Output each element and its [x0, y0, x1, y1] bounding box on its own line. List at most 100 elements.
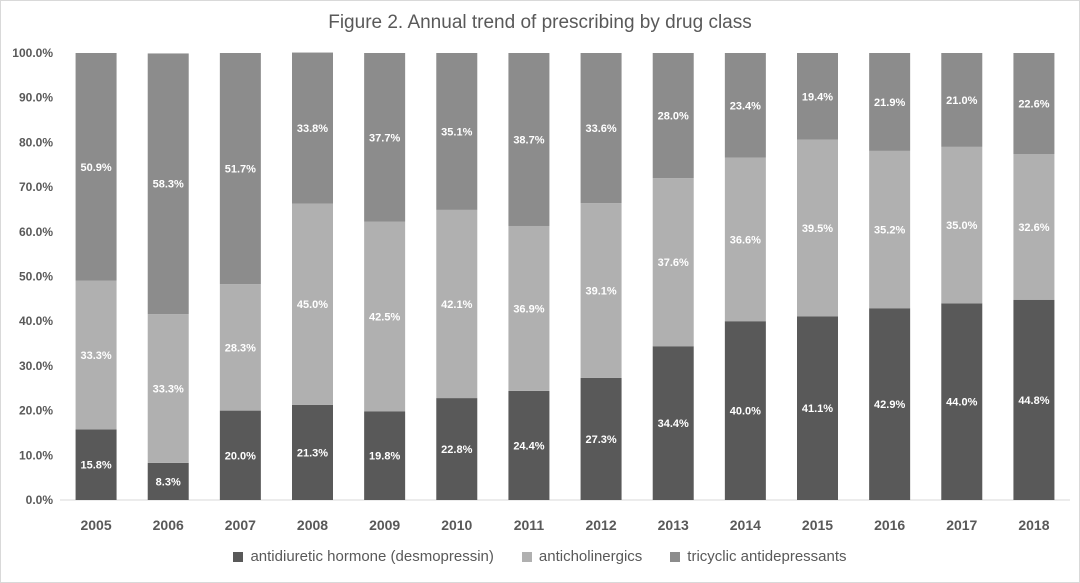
data-label: 42.1% [441, 299, 472, 311]
legend-item: antidiuretic hormone (desmopressin) [233, 548, 494, 565]
bar-segment-1 [508, 225, 550, 391]
bar-segment-1 [580, 203, 622, 378]
bar-segment-1 [75, 280, 117, 430]
data-label: 8.3% [156, 476, 181, 488]
data-label: 33.6% [585, 123, 616, 135]
x-tick-label: 2012 [585, 517, 616, 533]
data-label: 36.9% [513, 303, 544, 315]
data-label: 42.9% [874, 399, 905, 411]
bar-segment-0 [436, 398, 478, 500]
bar-segment-2 [219, 53, 261, 285]
x-tick-label: 2010 [441, 517, 472, 533]
data-label: 32.6% [1018, 222, 1049, 234]
bar-segment-0 [75, 429, 117, 500]
bar-segment-1 [724, 157, 766, 322]
y-tick-label: 40.0% [19, 314, 53, 328]
bar-segment-0 [364, 411, 406, 500]
y-tick-label: 20.0% [19, 404, 53, 418]
data-label: 44.0% [946, 397, 977, 409]
x-tick-label: 2005 [80, 517, 111, 533]
data-label: 21.9% [874, 97, 905, 109]
data-label: 34.4% [658, 418, 689, 430]
x-tick-label: 2007 [225, 517, 256, 533]
y-tick-label: 50.0% [19, 270, 53, 284]
legend-item: tricyclic antidepressants [670, 548, 847, 565]
bar-segment-1 [652, 178, 694, 347]
legend-label: antidiuretic hormone (desmopressin) [250, 548, 494, 565]
x-tick-label: 2014 [730, 517, 761, 533]
bar-segment-1 [292, 203, 333, 405]
y-tick-label: 10.0% [19, 448, 53, 462]
data-label: 28.3% [225, 342, 256, 354]
bar-segment-2 [436, 53, 478, 210]
x-tick-label: 2015 [802, 517, 833, 533]
bar-segment-0 [580, 377, 622, 500]
legend-swatch [670, 551, 681, 562]
y-tick-label: 30.0% [19, 359, 53, 373]
y-tick-label: 90.0% [19, 91, 53, 105]
x-tick-label: 2013 [658, 517, 689, 533]
data-label: 35.2% [874, 225, 905, 237]
data-label: 37.7% [369, 132, 400, 144]
data-label: 45.0% [297, 299, 328, 311]
legend-swatch [233, 551, 244, 562]
data-label: 23.4% [730, 100, 761, 112]
bar-segment-0 [508, 390, 550, 500]
y-tick-label: 80.0% [19, 135, 53, 149]
data-label: 51.7% [225, 164, 256, 176]
chart-legend: antidiuretic hormone (desmopressin) antic… [0, 548, 1080, 565]
y-tick-label: 100.0% [12, 46, 53, 60]
bar-segment-2 [652, 53, 694, 179]
data-label: 15.8% [80, 460, 111, 472]
data-label: 38.7% [513, 134, 544, 146]
y-tick-label: 70.0% [19, 180, 53, 194]
x-tick-label: 2017 [946, 517, 977, 533]
bar-segment-0 [941, 303, 983, 500]
bar-segment-0 [147, 462, 189, 500]
bar-segment-2 [941, 53, 983, 147]
data-label: 35.1% [441, 126, 472, 138]
legend-swatch [521, 551, 532, 562]
data-label: 42.5% [369, 312, 400, 324]
data-label: 20.0% [225, 450, 256, 462]
x-tick-label: 2006 [153, 517, 184, 533]
data-label: 22.6% [1018, 99, 1049, 111]
bar-segment-1 [869, 150, 911, 309]
data-label: 28.0% [658, 111, 689, 123]
legend-label: tricyclic antidepressants [687, 548, 847, 565]
bar-segment-1 [219, 284, 261, 411]
bar-segment-0 [797, 316, 838, 500]
x-tick-label: 2011 [514, 517, 545, 533]
data-label: 39.5% [802, 223, 833, 235]
bar-segment-0 [724, 321, 766, 500]
bar-segment-1 [797, 139, 838, 317]
x-tick-label: 2008 [297, 517, 328, 533]
data-label: 19.8% [369, 451, 400, 463]
bar-segment-2 [797, 53, 838, 140]
legend-item: anticholinergics [521, 548, 643, 565]
bar-segment-1 [436, 209, 478, 399]
x-tick-label: 2018 [1018, 517, 1049, 533]
bar-segment-1 [941, 146, 983, 304]
data-label: 33.8% [297, 123, 328, 135]
bar-segment-1 [1013, 154, 1055, 300]
bar-segment-2 [1013, 53, 1055, 155]
bar-segment-0 [652, 346, 694, 500]
data-label: 39.1% [585, 286, 616, 298]
bar-segment-0 [292, 404, 333, 500]
x-tick-label: 2016 [874, 517, 905, 533]
bar-segment-2 [75, 53, 117, 281]
bar-segment-2 [147, 53, 189, 315]
data-label: 36.6% [730, 234, 761, 246]
data-label: 37.6% [658, 257, 689, 269]
data-label: 44.8% [1018, 395, 1049, 407]
data-label: 58.3% [153, 179, 184, 191]
data-label: 22.8% [441, 444, 472, 456]
legend-label: anticholinergics [538, 548, 643, 565]
data-label: 33.3% [153, 383, 184, 395]
bar-segment-0 [1013, 299, 1055, 500]
bar-segment-0 [219, 410, 261, 500]
data-label: 19.4% [802, 91, 833, 103]
data-label: 50.9% [80, 162, 111, 174]
